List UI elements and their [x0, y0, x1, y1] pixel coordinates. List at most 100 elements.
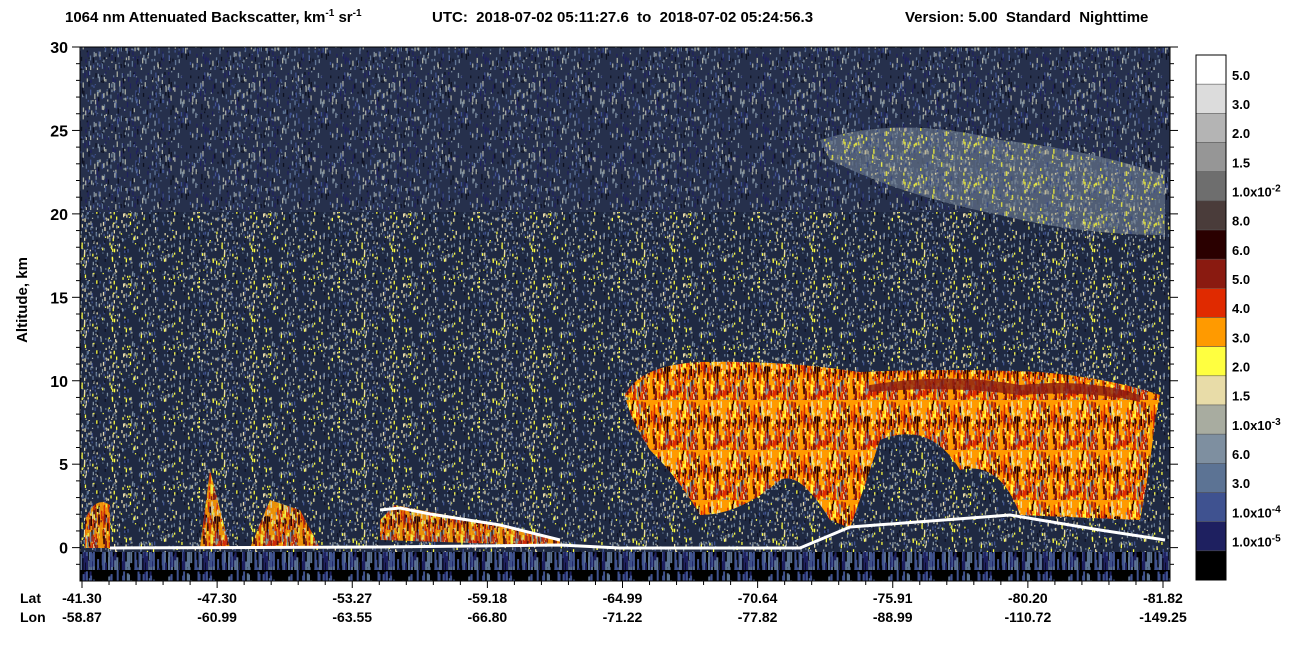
colorbar-swatch [1195, 83, 1227, 114]
colorbar-swatch [1195, 492, 1227, 522]
colorbar-label: 6.0 [1232, 243, 1250, 258]
colorbar-swatch [1195, 258, 1227, 289]
colorbar-frame [1195, 54, 1227, 581]
colorbar-swatch [1195, 171, 1227, 202]
surface-aerosol [85, 470, 560, 548]
colorbar-swatch [1195, 200, 1227, 231]
colorbar-label: 3.0 [1232, 330, 1250, 345]
colorbar-swatch [1195, 550, 1227, 581]
colorbar-label: 4.0 [1232, 301, 1250, 316]
colorbar-label-text: 2.0 [1232, 126, 1250, 141]
colorbar-swatch [1195, 229, 1227, 260]
colorbar-label-text: 5.0 [1232, 272, 1250, 287]
y-axis-label: Altitude, km [14, 257, 31, 343]
lon-tick-label: -60.99 [197, 609, 237, 625]
stratospheric-layer [820, 127, 1165, 235]
surface [109, 513, 1166, 550]
colorbar-label-exp: -3 [1272, 417, 1281, 428]
colorbar-swatch [1195, 375, 1227, 406]
y-tick-label: 25 [50, 123, 68, 140]
colorbar-label-text: 3.0 [1232, 330, 1250, 345]
colorbar-swatch [1195, 521, 1227, 552]
y-tick-label: 30 [50, 40, 68, 57]
colorbar-swatch [1195, 404, 1227, 435]
lat-tick-label: -41.30 [62, 590, 102, 606]
version: Version: 5.00 Standard Nighttime [905, 9, 1148, 26]
colorbar-label-text: 5.0 [1232, 68, 1250, 83]
colorbar-label-text: 1.5 [1232, 389, 1250, 404]
y-tick-label: 5 [59, 457, 68, 474]
colorbar-label-text: 3.0 [1232, 97, 1250, 112]
lat-row-label: Lat [20, 590, 41, 606]
colorbar-label-text: 1.5 [1232, 155, 1250, 170]
lat-tick-label: -75.91 [873, 590, 913, 606]
lon-tick-label: -63.55 [332, 609, 372, 625]
lon-tick-label: -88.99 [873, 609, 913, 625]
colorbar-label-text: 1.0x10 [1232, 418, 1272, 433]
colorbar-label: 2.0 [1232, 126, 1250, 141]
utc-range: UTC: 2018-07-02 05:11:27.6 to 2018-07-02… [432, 9, 813, 26]
colorbar-swatch [1195, 54, 1227, 85]
colorbar-swatch [1195, 142, 1227, 172]
colorbar-label-exp: -4 [1272, 504, 1281, 515]
cloud-top-streak [870, 378, 1140, 402]
aerosol-top [379, 506, 561, 542]
colorbar-swatch [1195, 463, 1227, 493]
colorbar-label: 1.0x10-5 [1232, 533, 1281, 549]
lon-tick-label: -77.82 [738, 609, 778, 625]
cloud [625, 361, 1160, 528]
colorbar-label: 1.0x10-3 [1232, 417, 1281, 433]
lat-tick-label: -80.20 [1008, 590, 1048, 606]
lat-tick-label: -81.82 [1143, 590, 1183, 606]
colorbar-label-text: 6.0 [1232, 447, 1250, 462]
colorbar-label: 5.0 [1232, 68, 1250, 83]
colorbar-label-text: 3.0 [1232, 476, 1250, 491]
lat-tick-label: -47.30 [197, 590, 237, 606]
y-tick-label: 10 [50, 374, 68, 391]
colorbar-swatch [1195, 317, 1227, 347]
title-text: 1064 nm Attenuated Backscatter, km [65, 9, 325, 26]
colorbar-label: 1.0x10-2 [1232, 183, 1281, 199]
colorbar-label-text: 6.0 [1232, 243, 1250, 258]
subsurface [80, 552, 1170, 581]
title-exp: -1 [353, 8, 362, 19]
colorbar-label-text: 1.0x10 [1232, 505, 1272, 520]
colorbar-swatch [1195, 433, 1227, 464]
colorbar-label-text: 4.0 [1232, 301, 1250, 316]
title-unit: sr [334, 9, 353, 26]
title-exp: -1 [325, 8, 334, 19]
y-tick-label: 0 [59, 541, 68, 558]
colorbar-swatch [1195, 346, 1227, 377]
lon-tick-label: -66.80 [468, 609, 508, 625]
colorbar-label: 1.0x10-4 [1232, 504, 1281, 520]
colorbar-label-exp: -2 [1272, 183, 1281, 194]
colorbar-label-exp: -5 [1272, 533, 1281, 544]
y-tick-label: 20 [50, 207, 68, 224]
lon-row-label: Lon [20, 609, 46, 625]
colorbar-label: 2.0 [1232, 359, 1250, 374]
lon-tick-label: -149.25 [1139, 609, 1187, 625]
colorbar-label: 6.0 [1232, 447, 1250, 462]
lat-tick-label: -59.18 [468, 590, 508, 606]
plot-area [79, 46, 1171, 582]
colorbar-swatch [1195, 288, 1227, 318]
colorbar-label-text: 1.0x10 [1232, 534, 1272, 549]
colorbar-label-text: 2.0 [1232, 359, 1250, 374]
colorbar-swatch [1195, 113, 1227, 143]
colorbar-label: 8.0 [1232, 214, 1250, 229]
colorbar-label-text: 1.0x10 [1232, 184, 1272, 199]
lat-tick-label: -64.99 [603, 590, 643, 606]
colorbar-label-text: 8.0 [1232, 214, 1250, 229]
lon-tick-label: -110.72 [1005, 609, 1052, 625]
chart-title: 1064 nm Attenuated Backscatter, km-1 sr-… [65, 8, 362, 26]
colorbar-label: 3.0 [1232, 476, 1250, 491]
lat-tick-label: -70.64 [738, 590, 778, 606]
lon-tick-label: -58.87 [62, 609, 102, 625]
colorbar-label: 1.5 [1232, 155, 1250, 170]
lon-tick-label: -71.22 [603, 609, 643, 625]
colorbar-label: 3.0 [1232, 97, 1250, 112]
colorbar-label: 5.0 [1232, 272, 1250, 287]
lat-tick-label: -53.27 [332, 590, 372, 606]
y-tick-label: 15 [50, 290, 68, 307]
